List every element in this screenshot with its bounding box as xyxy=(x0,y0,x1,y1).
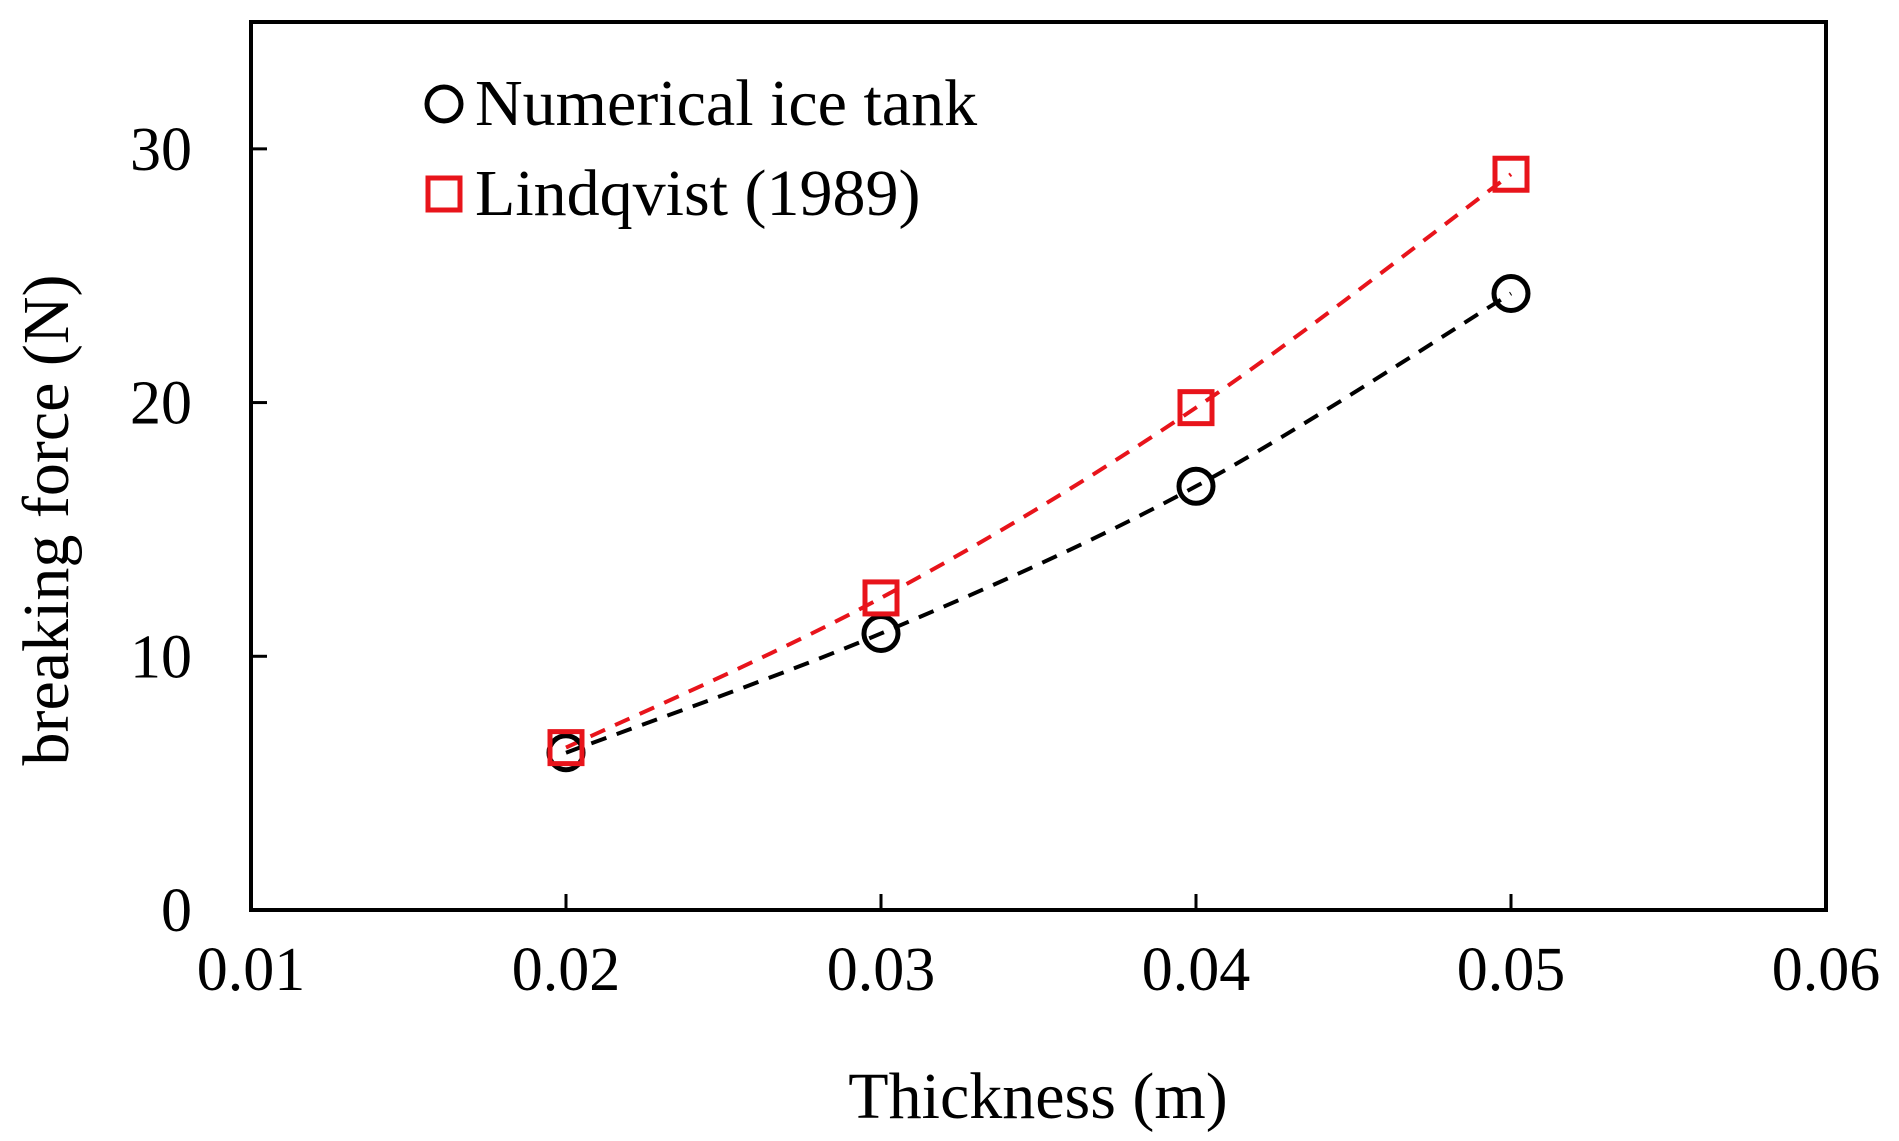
x-tick-label: 0.02 xyxy=(512,936,621,1004)
x-tick-label: 0.04 xyxy=(1142,936,1251,1004)
point-lindqvist xyxy=(1177,389,1215,427)
y-axis: 0 10 20 30 xyxy=(130,116,267,945)
plot-frame xyxy=(249,20,1828,912)
point-lindqvist xyxy=(547,729,585,767)
legend-label-numerical: Numerical ice tank xyxy=(475,67,977,140)
x-tick-label: 0.06 xyxy=(1772,936,1881,1004)
trend-lines xyxy=(565,172,1513,755)
legend-label-lindqvist: Lindqvist (1989) xyxy=(475,157,920,230)
y-tick-label: 0 xyxy=(161,877,192,945)
y-axis-label: breaking force (N) xyxy=(10,274,83,765)
trend-line-lindqvist xyxy=(565,172,1513,750)
point-numerical xyxy=(1176,466,1216,506)
point-lindqvist xyxy=(1492,155,1530,193)
y-tick-label: 20 xyxy=(130,370,192,438)
legend: Numerical ice tank Lindqvist (1989) xyxy=(424,67,977,230)
x-tick-label: 0.05 xyxy=(1457,936,1566,1004)
x-tick-label: 0.01 xyxy=(197,936,306,1004)
trend-line-numerical xyxy=(565,291,1513,755)
x-axis: 0.01 0.02 0.03 0.04 0.05 0.06 xyxy=(197,894,1881,1004)
y-tick-label: 10 xyxy=(130,623,192,691)
x-tick-label: 0.03 xyxy=(827,936,936,1004)
legend-marker-square xyxy=(425,175,463,213)
point-numerical xyxy=(1491,273,1531,313)
x-axis-label: Thickness (m) xyxy=(848,1060,1227,1133)
legend-markers xyxy=(424,84,464,213)
point-lindqvist xyxy=(862,579,900,617)
y-tick-label: 30 xyxy=(130,116,192,184)
point-numerical xyxy=(861,613,901,653)
data-points xyxy=(546,155,1531,773)
legend-marker-circle xyxy=(424,84,464,124)
